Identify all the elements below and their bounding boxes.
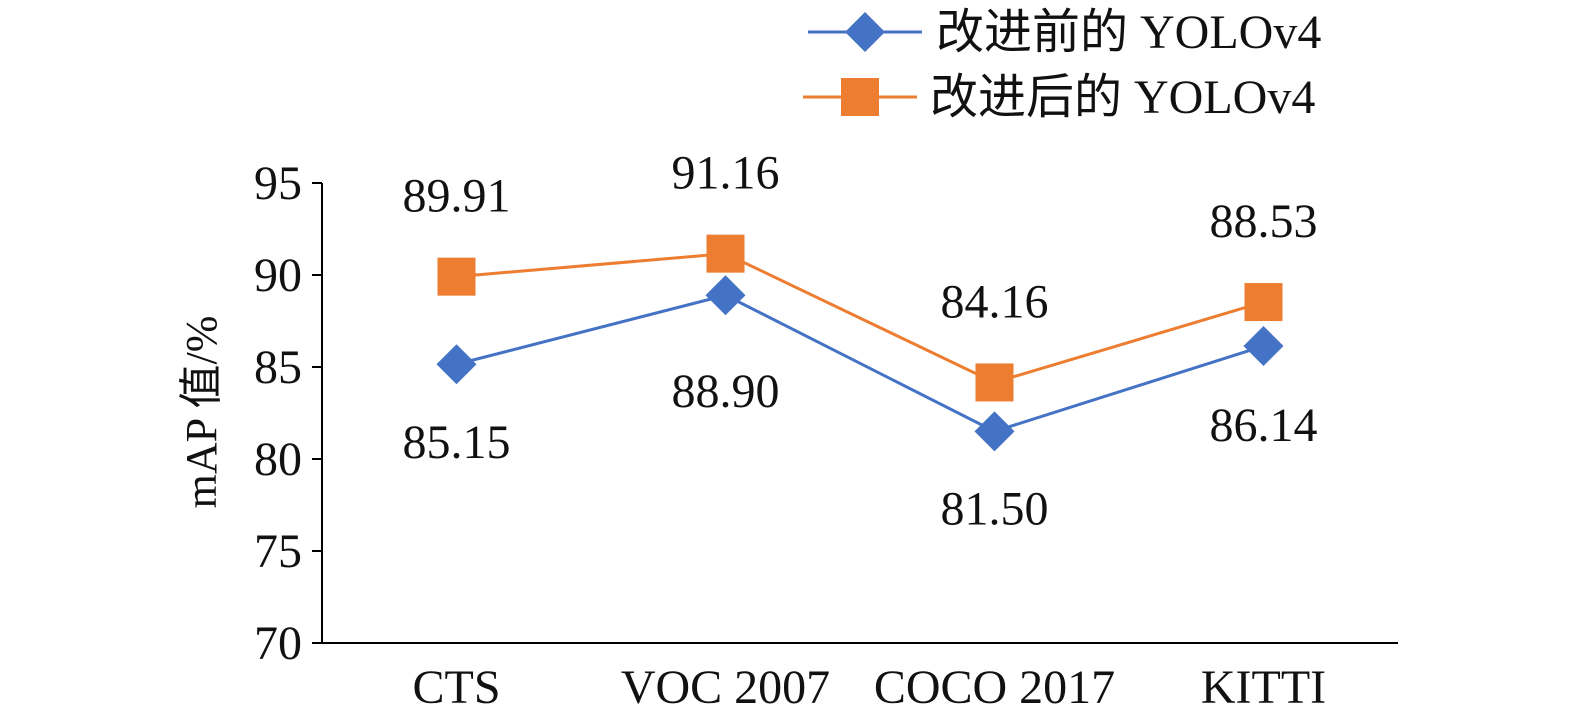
data-point-square (1244, 283, 1283, 322)
data-label: 81.50 (941, 482, 1049, 535)
data-point-square (975, 363, 1014, 402)
y-tick-label: 75 (254, 525, 302, 578)
y-axis-label: mAP 值/% (177, 316, 226, 509)
x-tick-label: CTS (412, 661, 500, 714)
y-tick-label: 85 (254, 341, 302, 394)
data-point-diamond (436, 344, 477, 385)
legend-label: 改进前的 YOLOv4 (936, 6, 1321, 59)
legend-marker-diamond (845, 12, 885, 52)
data-point-diamond (974, 411, 1015, 452)
legend-marker-square (841, 78, 879, 116)
y-tick-label: 90 (254, 249, 302, 302)
data-point-square (706, 234, 745, 273)
data-label: 86.14 (1210, 399, 1318, 452)
axes: 70 75 80 85 90 95 CTS VOC 2007 COCO 2017 KITTI (254, 157, 1398, 714)
y-tick-label: 95 (254, 157, 302, 210)
series-line (456, 252, 1264, 385)
x-tick-label: COCO 2017 (874, 661, 1115, 714)
y-tick-label: 70 (254, 617, 302, 670)
y-tick-label: 80 (254, 433, 302, 486)
data-label: 85.15 (403, 416, 511, 469)
legend-label: 改进后的 YOLOv4 (930, 71, 1315, 124)
data-point-square (437, 257, 476, 296)
data-point-diamond (1243, 326, 1284, 367)
data-label: 84.16 (941, 275, 1049, 328)
data-label: 89.91 (403, 170, 511, 223)
data-label: 91.16 (672, 147, 780, 200)
data-labels: 85.15 88.90 81.50 86.14 89.91 91.16 84.16 88.53 (403, 147, 1318, 536)
x-tick-label: KITTI (1201, 661, 1326, 714)
series-line (456, 293, 1264, 434)
x-tick-label: VOC 2007 (621, 661, 830, 714)
data-point-diamond (705, 275, 746, 316)
series-layer (436, 234, 1284, 452)
data-label: 88.90 (672, 365, 780, 418)
legend: 改进前的 YOLOv4 改进后的 YOLOv4 (803, 6, 1321, 124)
data-label: 88.53 (1210, 195, 1318, 248)
